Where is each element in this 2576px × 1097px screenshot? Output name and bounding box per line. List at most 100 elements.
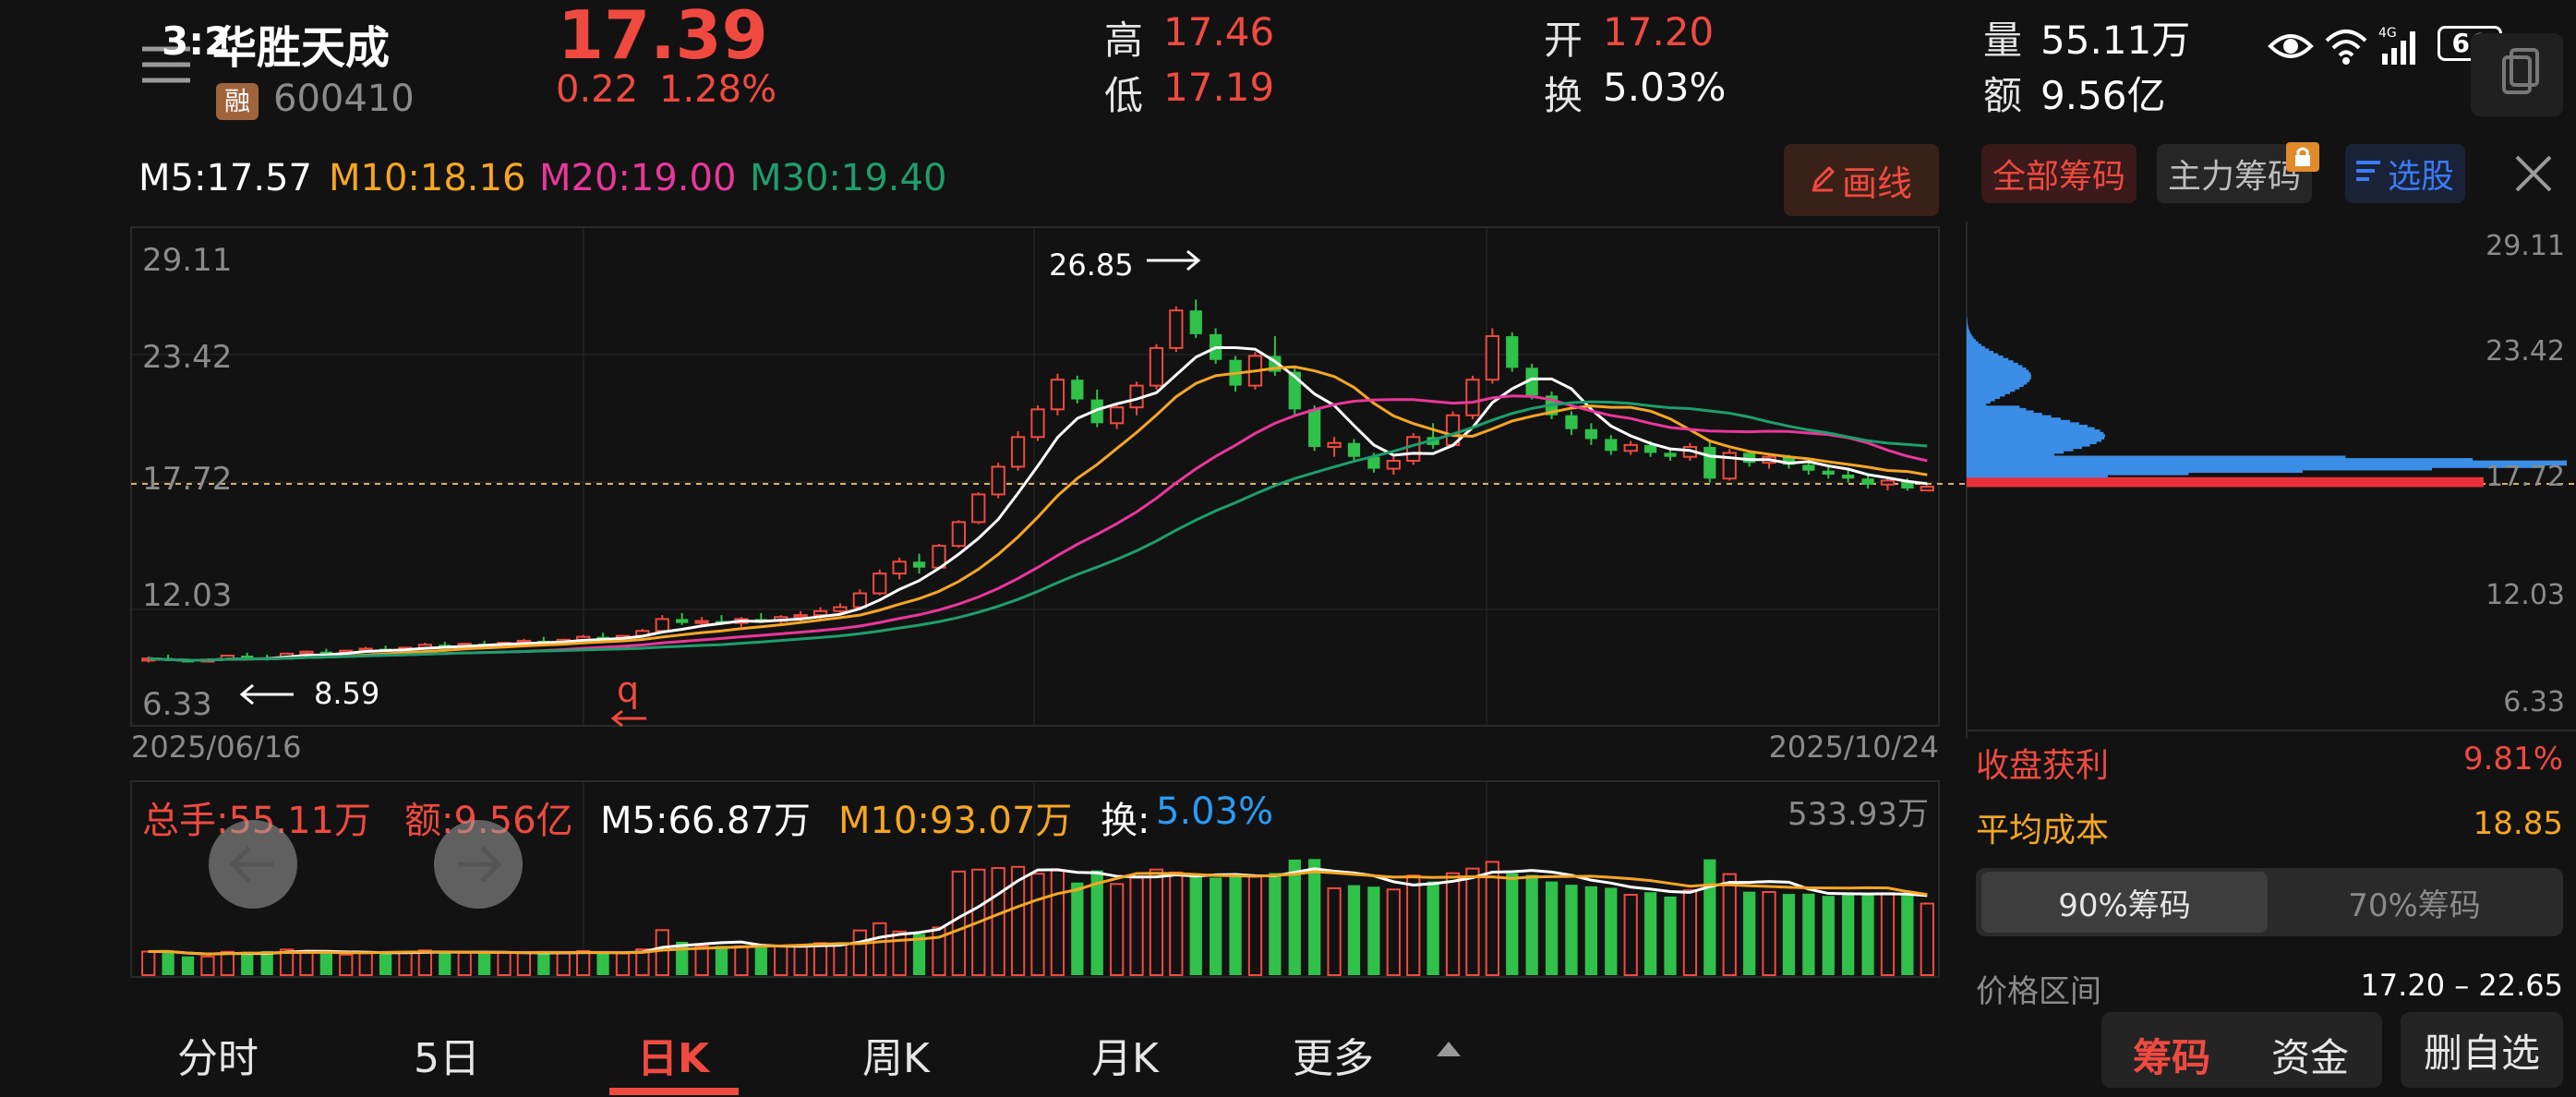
volume-bar <box>1149 868 1164 976</box>
volume-bar <box>1347 885 1361 975</box>
volume-bar <box>339 953 354 976</box>
chip-bar <box>1967 415 2052 418</box>
vol-ma5: M5:66.87万 <box>600 800 811 842</box>
chip-bar <box>1967 472 2189 476</box>
chip-bar <box>1967 321 1968 325</box>
volume-bar <box>734 945 749 977</box>
tab-daily-k[interactable]: 日K <box>637 1035 710 1082</box>
chip-bar <box>1967 393 2005 397</box>
ma5-line <box>148 345 1928 662</box>
seg-90-chips[interactable]: 90%筹码 <box>1981 872 2268 933</box>
amount-label: 额 <box>1983 73 2023 118</box>
chip-bar <box>1967 348 1990 352</box>
close-profit-value: 9.81% <box>2462 741 2563 778</box>
volume-bar <box>1288 859 1301 975</box>
volume-bar <box>1565 885 1578 975</box>
volume-bar <box>1071 882 1084 975</box>
volume-bar <box>260 950 273 975</box>
volume-bar <box>912 934 926 975</box>
volume-ma10-line <box>148 870 1928 956</box>
volume-bar <box>1920 902 1934 976</box>
volume-bar <box>1743 891 1756 975</box>
date-start-label: 2025/06/16 <box>131 729 301 765</box>
chip-y-tick: 17.72 <box>2486 461 2565 493</box>
volume-bar <box>1229 875 1242 975</box>
vol-max-label: 533.93万 <box>1788 796 1929 833</box>
stock-select-button[interactable]: 选股 <box>2345 144 2466 203</box>
candle-body <box>1920 486 1934 492</box>
volume-bar <box>596 953 609 975</box>
close-icon[interactable] <box>2511 151 2556 199</box>
tab-intraday[interactable]: 分时 <box>177 1035 259 1082</box>
candle-body <box>971 493 986 524</box>
chip-bar <box>1967 470 2303 473</box>
tab-5day[interactable]: 5日 <box>414 1035 480 1082</box>
y-tick-label: 17.72 <box>142 461 232 498</box>
tab-more[interactable]: 更多 <box>1293 1035 1374 1082</box>
volume-bar <box>1109 883 1125 977</box>
volume-bar <box>299 951 314 977</box>
volume-label: 量 <box>1983 18 2023 63</box>
volume-value: 55.11万 <box>2040 18 2191 63</box>
volume-bar <box>200 955 215 977</box>
chip-bar <box>1967 353 1999 356</box>
menu-icon[interactable] <box>138 42 194 88</box>
remove-favorite-button[interactable]: 删自选 <box>2401 1012 2563 1088</box>
seg-70-chips[interactable]: 70%筹码 <box>2348 886 2481 924</box>
scroll-right-button[interactable] <box>434 820 523 909</box>
draw-line-button[interactable]: 画线 <box>1784 144 1939 216</box>
min-price-label: 8.59 <box>314 676 379 711</box>
chip-y-tick: 29.11 <box>2486 230 2565 262</box>
volume-bar <box>1525 874 1538 975</box>
candle-body <box>1406 436 1421 463</box>
candle-body <box>299 650 314 655</box>
chip-bar <box>1967 441 2097 445</box>
volume-bar <box>754 946 767 975</box>
volume-bar <box>1901 895 1914 975</box>
chip-bar <box>1967 377 2031 380</box>
caret-up-icon[interactable] <box>1435 1040 1463 1062</box>
status-time: 3:2 <box>162 18 232 64</box>
candle-body <box>1664 452 1677 457</box>
volume-bar <box>319 952 332 975</box>
chip-bar <box>1967 372 2031 376</box>
volume-bar <box>1842 893 1855 975</box>
chip-bar <box>1967 345 1985 349</box>
candle-body <box>1901 480 1914 488</box>
candle-body <box>1327 441 1342 449</box>
chip-bar <box>1967 324 1968 328</box>
tab-all-chips[interactable]: 全部筹码 <box>1981 144 2137 203</box>
candle-body <box>1802 464 1815 471</box>
price-change: 0.22 <box>556 68 639 111</box>
chip-bar <box>1967 365 2023 368</box>
volume-bar <box>576 949 591 976</box>
funds-button[interactable]: 资金 <box>2271 1035 2350 1080</box>
stock-code: 600410 <box>273 78 415 120</box>
tab-weekly-k[interactable]: 周K <box>862 1035 930 1082</box>
volume-bar <box>1722 873 1737 977</box>
volume-bar <box>537 952 550 975</box>
candle-body <box>1030 408 1045 439</box>
volume-bar <box>1030 873 1045 977</box>
volume-bar <box>497 951 512 977</box>
candle-body <box>1347 442 1361 457</box>
chip-bar <box>1967 431 2104 435</box>
chip-bar <box>1967 369 2029 373</box>
candle-body <box>813 609 828 617</box>
chip-bar <box>1967 413 2042 416</box>
volume-bar <box>715 946 728 975</box>
volume-bar <box>1210 877 1222 975</box>
volume-bar <box>1664 896 1677 975</box>
window-icon[interactable] <box>2471 33 2563 116</box>
chips-funds-toggle <box>2101 1012 2382 1088</box>
volume-bar <box>833 942 848 977</box>
chips-button[interactable]: 筹码 <box>2133 1035 2211 1080</box>
scroll-left-button[interactable] <box>209 820 297 909</box>
tab-monthly-k[interactable]: 月K <box>1091 1035 1159 1082</box>
volume-bar <box>873 922 887 977</box>
kline-chart[interactable]: 29.11 23.42 17.72 12.03 6.33 2025/06/16 … <box>0 0 2576 1016</box>
chip-bar <box>1967 398 1995 402</box>
chip-bar <box>1967 410 2034 414</box>
chip-bar <box>1967 333 1972 337</box>
volume-bar <box>1327 886 1342 976</box>
